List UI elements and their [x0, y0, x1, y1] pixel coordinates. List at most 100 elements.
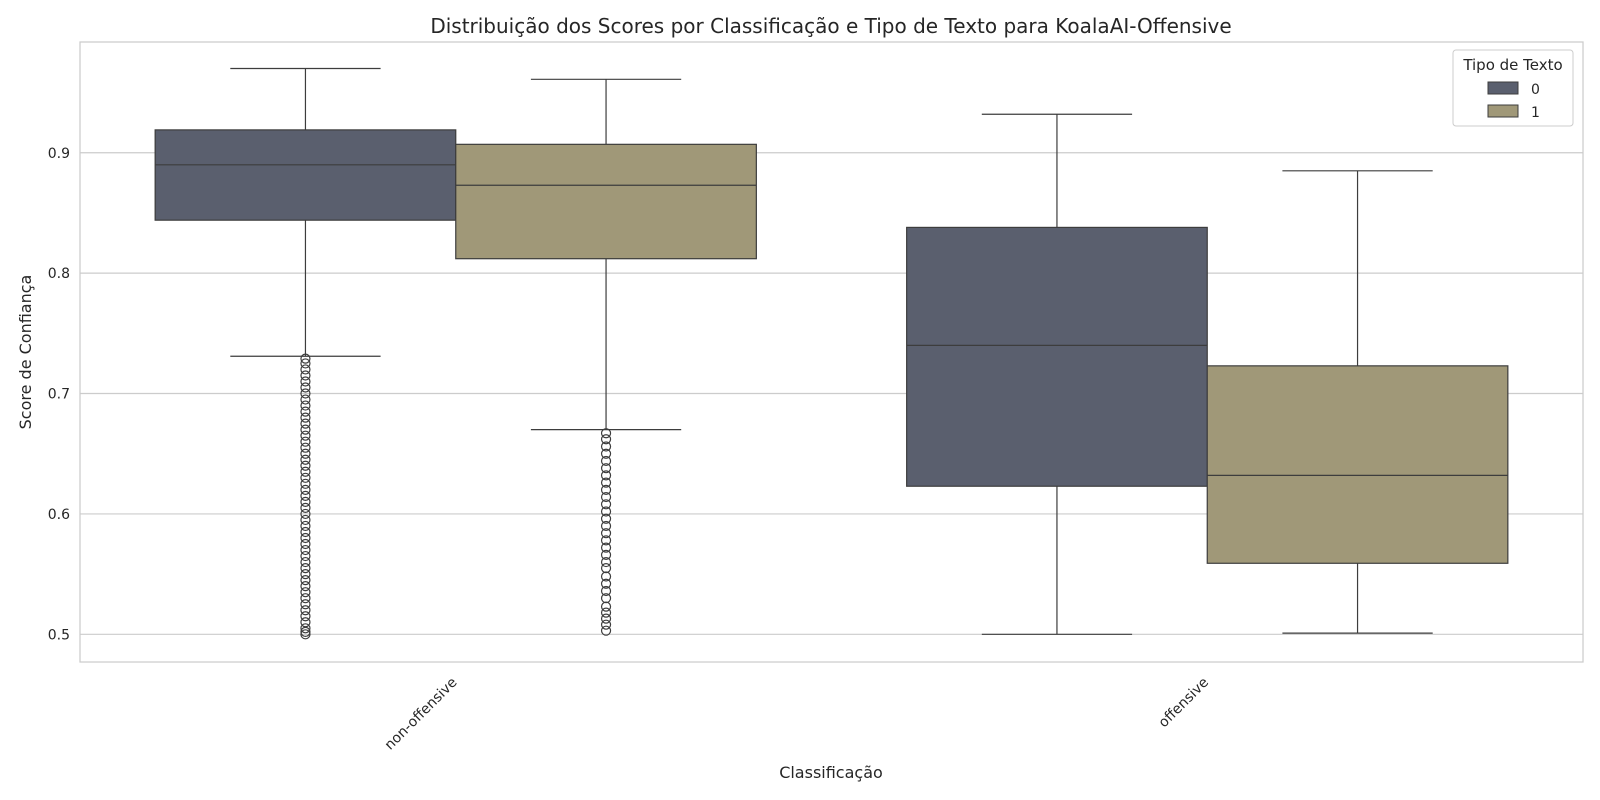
outlier-point	[600, 585, 612, 597]
outlier-point	[300, 587, 311, 598]
y-tick-label-4: 0.9	[48, 146, 70, 162]
box-non-offensive-series-0	[154, 67, 457, 640]
outlier-point	[600, 562, 612, 574]
outlier-point	[600, 535, 612, 546]
outlier-point	[600, 434, 612, 445]
outlier-point	[300, 502, 311, 514]
y-tick-label-0: 0.5	[48, 627, 70, 643]
outlier-point	[300, 478, 311, 489]
outlier-point	[300, 514, 311, 526]
outlier-point	[300, 538, 311, 550]
outlier-point	[600, 455, 612, 467]
outlier-point	[300, 593, 311, 604]
outlier-point	[300, 436, 311, 447]
outlier-point	[600, 556, 612, 568]
outlier-point	[300, 400, 311, 411]
outlier-point	[600, 542, 612, 553]
outlier-point	[300, 508, 311, 520]
y-tick-labels: 0.5 0.6 0.7 0.8 0.9	[48, 146, 70, 644]
outlier-point	[600, 613, 612, 624]
outlier-point	[300, 496, 311, 507]
outlier-point	[600, 593, 612, 604]
outlier-point	[300, 394, 311, 405]
y-tick-label-2: 0.7	[48, 387, 70, 403]
iqr-box	[906, 226, 1208, 487]
outlier-point	[600, 506, 612, 517]
outlier-point	[300, 460, 311, 471]
outlier-point	[300, 353, 311, 364]
outlier-point	[300, 466, 311, 477]
outlier-point	[300, 556, 311, 568]
legend: Tipo de Texto 0 1	[1452, 49, 1574, 127]
outlier-point	[300, 388, 311, 399]
legend-title: Tipo de Texto	[1462, 56, 1562, 74]
outlier-point	[300, 562, 311, 574]
outlier-point	[300, 581, 311, 592]
outlier-point	[300, 454, 311, 465]
outlier-point	[300, 605, 311, 616]
y-tick-label-3: 0.8	[48, 266, 70, 282]
outlier-point	[300, 626, 311, 638]
outlier-point	[300, 575, 311, 586]
outlier-point	[300, 623, 311, 634]
outlier-point	[600, 428, 612, 439]
outlier-point	[300, 520, 311, 532]
box-offensive-series-1	[1206, 170, 1509, 634]
outlier-point	[600, 463, 612, 474]
outlier-point	[300, 358, 311, 369]
iqr-box	[455, 143, 757, 260]
outlier-point	[300, 550, 311, 562]
outlier-point	[600, 520, 612, 532]
plot-frame	[79, 41, 1584, 663]
outlier-point	[300, 430, 311, 441]
legend-label-1: 1	[1531, 105, 1540, 121]
outlier-point	[300, 526, 311, 538]
outlier-point	[600, 470, 612, 481]
outlier-point	[300, 472, 311, 483]
outlier-point	[600, 484, 612, 495]
box-offensive-series-0	[906, 113, 1208, 635]
legend-swatch-1	[1487, 104, 1519, 118]
outlier-point	[600, 528, 612, 539]
outlier-point	[300, 544, 311, 556]
outlier-point	[600, 578, 612, 589]
iqr-box	[154, 129, 457, 221]
outlier-point	[300, 364, 311, 375]
outlier-point	[600, 477, 612, 488]
outlier-point	[300, 617, 311, 628]
outlier-point	[600, 549, 612, 560]
iqr-box	[1206, 365, 1509, 564]
plot-layer	[154, 67, 1509, 640]
outlier-point	[300, 376, 311, 387]
outlier-point	[600, 491, 612, 503]
y-tick-label-1: 0.6	[48, 507, 70, 523]
outlier-point	[300, 412, 311, 423]
outlier-point	[300, 424, 311, 435]
legend-swatch-0	[1487, 81, 1519, 95]
outlier-point	[300, 611, 311, 622]
outlier-point	[600, 625, 612, 636]
outlier-point	[300, 484, 311, 495]
outlier-point	[300, 569, 311, 580]
outlier-point	[600, 619, 612, 630]
box-non-offensive-series-1	[455, 78, 757, 636]
outlier-point	[300, 490, 311, 501]
outlier-point	[300, 418, 311, 429]
outlier-point	[300, 532, 311, 544]
outlier-point	[300, 370, 311, 381]
outlier-point	[300, 382, 311, 393]
outlier-point	[600, 499, 612, 510]
outlier-point	[600, 448, 612, 459]
chart-title: Distribuição dos Scores por Classificaçã…	[430, 14, 1231, 38]
outlier-point	[300, 442, 311, 453]
outlier-point	[600, 441, 612, 452]
legend-label-0: 0	[1531, 82, 1540, 98]
outlier-point	[300, 599, 311, 610]
outlier-point	[600, 513, 612, 524]
y-axis-title: Score de Confiança	[16, 275, 35, 430]
outlier-point	[300, 448, 311, 459]
outlier-point	[300, 629, 311, 640]
outlier-point	[600, 607, 612, 618]
